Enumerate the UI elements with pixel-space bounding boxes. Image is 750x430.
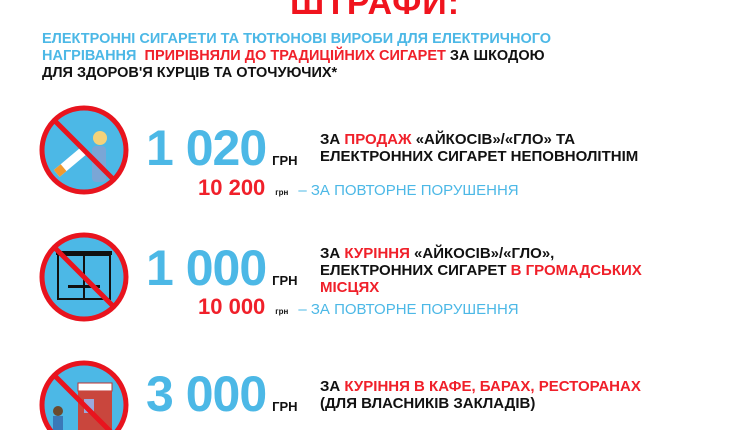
fine-amount: 1 000 xyxy=(146,240,267,296)
fine-amount-row: 1 020 ГРН xyxy=(146,120,298,176)
repeat-fine-row: 10 200 грн – ЗА ПОВТОРНЕ ПОРУШЕННЯ xyxy=(198,175,519,201)
currency-label: грн xyxy=(275,188,289,197)
intro-line: ЗА ШКОДОЮ xyxy=(445,48,545,64)
repeat-fine-amount: 10 000 xyxy=(198,294,266,319)
fine-amount: 1 020 xyxy=(146,120,267,176)
currency-label: ГРН xyxy=(272,399,298,414)
fine-amount-row: 3 000 ГРН xyxy=(146,366,298,422)
currency-label: ГРН xyxy=(272,273,298,288)
intro-line: НАГРІВАННЯ xyxy=(42,48,141,64)
intro-line: ЕЛЕКТРОННІ СИГАРЕТИ ТА ТЮТЮНОВІ ВИРОБИ Д… xyxy=(42,31,552,47)
repeat-violation-label: – ЗА ПОВТОРНЕ ПОРУШЕННЯ xyxy=(298,182,519,199)
fine-description: ЗА КУРІННЯ «АЙКОСІВ»/«ГЛО», ЕЛЕКТРОННИХ С… xyxy=(320,245,642,296)
repeat-violation-label: – ЗА ПОВТОРНЕ ПОРУШЕННЯ xyxy=(298,301,519,318)
fine-description: ЗА ПРОДАЖ «АЙКОСІВ»/«ГЛО» ТА ЕЛЕКТРОННИХ … xyxy=(320,131,639,165)
no-smoking-public-places-icon xyxy=(39,232,129,322)
intro-text: ЕЛЕКТРОННІ СИГАРЕТИ ТА ТЮТЮНОВІ ВИРОБИ Д… xyxy=(42,31,551,82)
page-title: ШТРАФИ: xyxy=(289,0,461,22)
currency-label: грн xyxy=(275,307,289,316)
intro-line: ДЛЯ ЗДОРОВ'Я КУРЦІВ ТА ОТОЧУЮЧИХ* xyxy=(42,65,338,81)
no-smoking-restaurants-icon xyxy=(39,360,129,430)
repeat-fine-amount: 10 200 xyxy=(198,175,266,200)
no-selling-to-minors-icon xyxy=(39,105,129,195)
fine-amount: 3 000 xyxy=(146,366,267,422)
intro-highlight: ПРИРІВНЯЛИ ДО ТРАДИЦІЙНИХ СИГАРЕТ xyxy=(144,48,446,64)
repeat-fine-row: 10 000 грн – ЗА ПОВТОРНЕ ПОРУШЕННЯ xyxy=(198,294,519,320)
currency-label: ГРН xyxy=(272,153,298,168)
fine-description: ЗА КУРІННЯ В КАФЕ, БАРАХ, РЕСТОРАНАХ (ДЛЯ… xyxy=(320,378,641,412)
fine-amount-row: 1 000 ГРН xyxy=(146,240,298,296)
